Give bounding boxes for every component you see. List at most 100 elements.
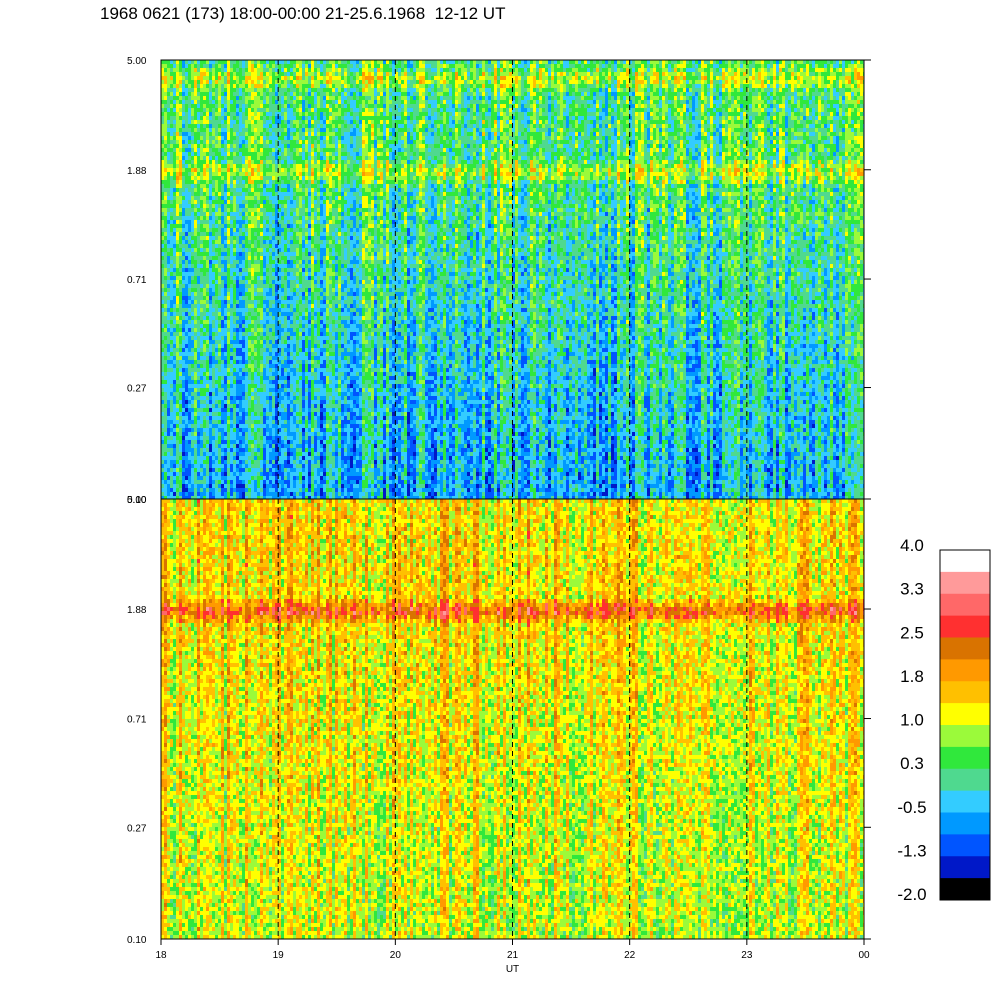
heatmap-cell bbox=[218, 392, 221, 396]
heatmap-cell bbox=[221, 200, 224, 204]
heatmap-cell bbox=[272, 240, 275, 244]
heatmap-cell bbox=[176, 456, 179, 460]
heatmap-cell bbox=[254, 348, 257, 352]
heatmap-cell bbox=[242, 384, 245, 388]
heatmap-cell bbox=[194, 172, 197, 176]
heatmap-cell bbox=[236, 448, 239, 452]
heatmap-cell bbox=[182, 120, 185, 124]
heatmap-cell bbox=[287, 280, 290, 284]
heatmap-cell bbox=[284, 84, 287, 88]
heatmap-cell bbox=[245, 400, 248, 404]
heatmap-cell bbox=[215, 292, 218, 296]
heatmap-cell bbox=[287, 340, 290, 344]
heatmap-cell bbox=[197, 276, 200, 280]
heatmap-cell bbox=[257, 192, 260, 196]
heatmap-cell bbox=[284, 92, 287, 96]
heatmap-cell bbox=[263, 172, 266, 176]
heatmap-cell bbox=[176, 64, 179, 68]
heatmap-cell bbox=[284, 132, 287, 136]
heatmap-cell bbox=[179, 156, 182, 160]
heatmap-cell bbox=[254, 100, 257, 104]
heatmap-cell bbox=[203, 204, 206, 208]
heatmap-cell bbox=[242, 376, 245, 380]
heatmap-cell bbox=[257, 360, 260, 364]
heatmap-cell bbox=[236, 76, 239, 80]
heatmap-cell bbox=[188, 236, 191, 240]
heatmap-cell bbox=[251, 472, 254, 476]
heatmap-cell bbox=[248, 260, 251, 264]
heatmap-cell bbox=[254, 456, 257, 460]
heatmap-cell bbox=[173, 448, 176, 452]
heatmap-cell bbox=[203, 112, 206, 116]
heatmap-cell bbox=[209, 436, 212, 440]
heatmap-cell bbox=[257, 228, 260, 232]
heatmap-cell bbox=[215, 316, 218, 320]
heatmap-cell bbox=[287, 368, 290, 372]
heatmap-cell bbox=[197, 460, 200, 464]
heatmap-cell bbox=[203, 296, 206, 300]
heatmap-cell bbox=[275, 288, 278, 292]
heatmap-cell bbox=[242, 368, 245, 372]
heatmap-cell bbox=[227, 92, 230, 96]
heatmap-cell bbox=[212, 328, 215, 332]
heatmap-cell bbox=[176, 192, 179, 196]
heatmap-cell bbox=[296, 96, 299, 100]
heatmap-cell bbox=[167, 80, 170, 84]
heatmap-cell bbox=[206, 316, 209, 320]
heatmap-cell bbox=[203, 396, 206, 400]
heatmap-cell bbox=[185, 100, 188, 104]
heatmap-cell bbox=[167, 388, 170, 392]
heatmap-cell bbox=[242, 416, 245, 420]
heatmap-cell bbox=[173, 268, 176, 272]
heatmap-cell bbox=[239, 452, 242, 456]
heatmap-cell bbox=[167, 404, 170, 408]
heatmap-cell bbox=[272, 376, 275, 380]
heatmap-cell bbox=[164, 164, 167, 168]
heatmap-cell bbox=[188, 252, 191, 256]
heatmap-cell bbox=[287, 484, 290, 488]
heatmap-cell bbox=[266, 88, 269, 92]
heatmap-cell bbox=[215, 288, 218, 292]
heatmap-cell bbox=[176, 424, 179, 428]
heatmap-cell bbox=[242, 272, 245, 276]
heatmap-cell bbox=[260, 160, 263, 164]
heatmap-cell bbox=[227, 124, 230, 128]
heatmap-cell bbox=[203, 288, 206, 292]
heatmap-cell bbox=[272, 444, 275, 448]
heatmap-cell bbox=[281, 328, 284, 332]
heatmap-cell bbox=[245, 64, 248, 68]
heatmap-cell bbox=[269, 480, 272, 484]
heatmap-cell bbox=[281, 264, 284, 268]
heatmap-cell bbox=[254, 308, 257, 312]
heatmap-cell bbox=[272, 392, 275, 396]
heatmap-cell bbox=[293, 324, 296, 328]
heatmap-cell bbox=[233, 136, 236, 140]
heatmap-cell bbox=[185, 372, 188, 376]
heatmap-cell bbox=[224, 296, 227, 300]
heatmap-cell bbox=[191, 76, 194, 80]
heatmap-cell bbox=[260, 376, 263, 380]
heatmap-cell bbox=[221, 368, 224, 372]
heatmap-cell bbox=[233, 424, 236, 428]
heatmap-cell bbox=[260, 148, 263, 152]
heatmap-cell bbox=[197, 168, 200, 172]
heatmap-cell bbox=[227, 160, 230, 164]
heatmap-cell bbox=[254, 240, 257, 244]
heatmap-cell bbox=[176, 488, 179, 492]
heatmap-cell bbox=[230, 188, 233, 192]
heatmap-cell bbox=[236, 224, 239, 228]
heatmap-cell bbox=[215, 96, 218, 100]
heatmap-cell bbox=[284, 208, 287, 212]
heatmap-cell bbox=[233, 240, 236, 244]
heatmap-cell bbox=[191, 256, 194, 260]
heatmap-cell bbox=[263, 232, 266, 236]
heatmap-cell bbox=[212, 228, 215, 232]
heatmap-cell bbox=[293, 344, 296, 348]
heatmap-cell bbox=[209, 148, 212, 152]
heatmap-cell bbox=[215, 448, 218, 452]
heatmap-cell bbox=[275, 476, 278, 480]
heatmap-cell bbox=[200, 380, 203, 384]
heatmap-cell bbox=[236, 80, 239, 84]
heatmap-cell bbox=[242, 184, 245, 188]
heatmap-cell bbox=[167, 348, 170, 352]
